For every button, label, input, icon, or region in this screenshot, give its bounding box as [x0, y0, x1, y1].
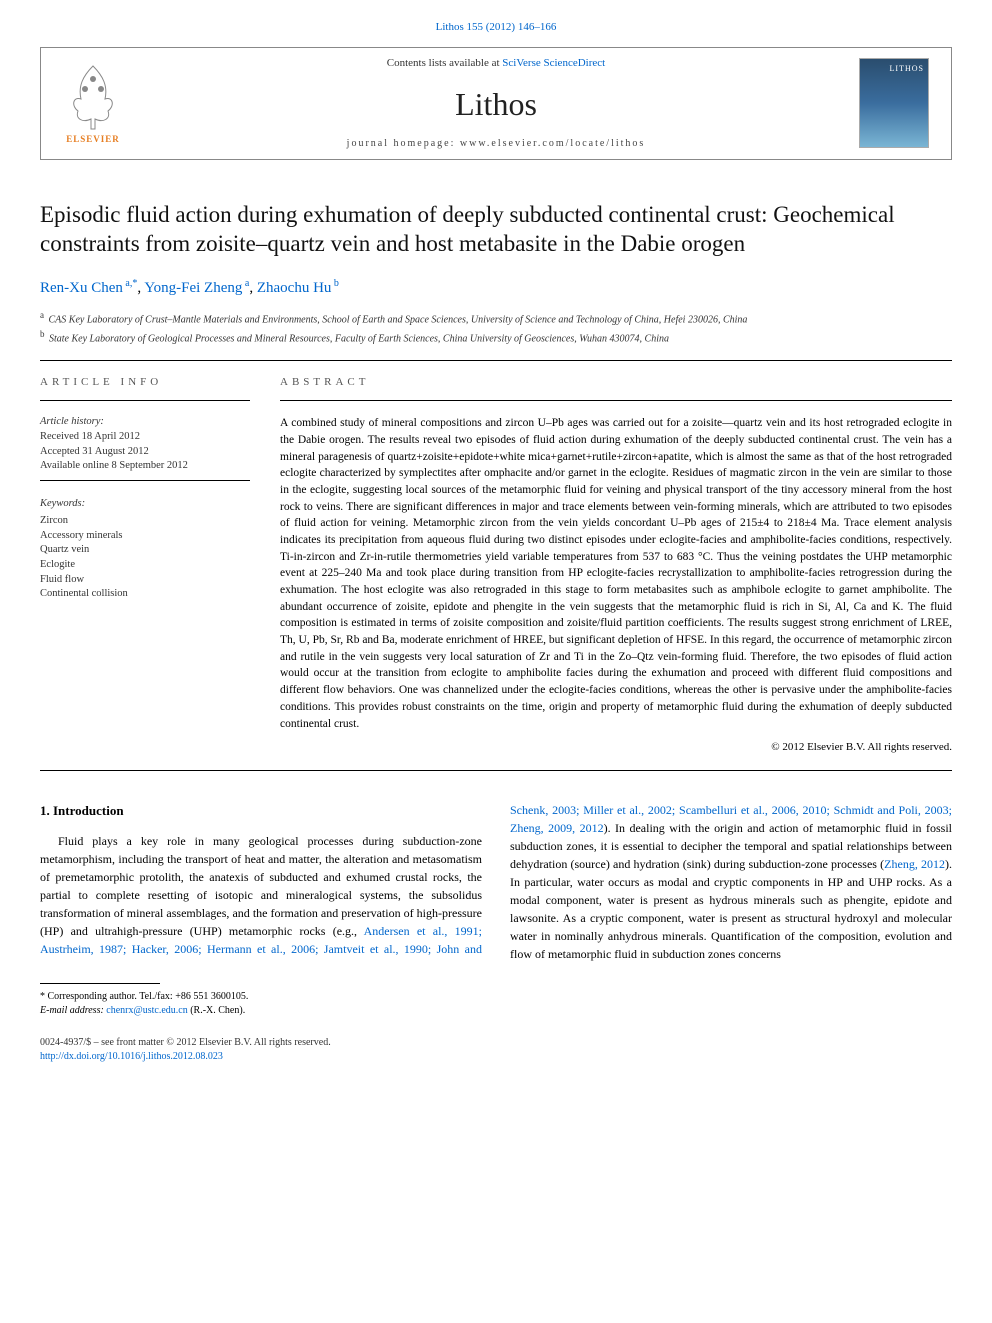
journal-name: Lithos	[133, 82, 859, 127]
history-item: Available online 8 September 2012	[40, 460, 188, 471]
cover-block: LITHOS	[859, 58, 939, 148]
keyword: Quartz vein	[40, 543, 250, 558]
header-center: Contents lists available at SciVerse Sci…	[133, 56, 859, 150]
body-columns: 1. Introduction Fluid plays a key role i…	[40, 801, 952, 963]
keyword: Zircon	[40, 514, 250, 529]
abstract-text: A combined study of mineral compositions…	[280, 415, 952, 732]
body-section: 1. Introduction Fluid plays a key role i…	[40, 801, 952, 963]
contents-line: Contents lists available at SciVerse Sci…	[133, 56, 859, 71]
authors-line: Ren-Xu Chen a,*, Yong-Fei Zheng a, Zhaoc…	[40, 277, 952, 299]
homepage-line: journal homepage: www.elsevier.com/locat…	[133, 137, 859, 151]
history-block: Article history: Received 18 April 2012 …	[40, 415, 250, 474]
keyword: Eclogite	[40, 558, 250, 573]
divider	[40, 480, 250, 481]
affiliations: a CAS Key Laboratory of Crust–Mantle Mat…	[40, 309, 952, 346]
issn-line: 0024-4937/$ – see front matter © 2012 El…	[40, 1036, 952, 1050]
history-item: Accepted 31 August 2012	[40, 446, 149, 457]
divider	[40, 360, 952, 361]
homepage-url: www.elsevier.com/locate/lithos	[460, 138, 645, 149]
footnotes: * Corresponding author. Tel./fax: +86 55…	[40, 990, 952, 1018]
homepage-prefix: journal homepage:	[347, 138, 460, 149]
journal-cover-thumb: LITHOS	[859, 58, 929, 148]
info-heading: ARTICLE INFO	[40, 375, 250, 390]
cover-label: LITHOS	[890, 63, 924, 74]
author-link[interactable]: Yong-Fei Zheng	[144, 280, 242, 296]
author-mark: a,*	[123, 278, 137, 289]
author-link[interactable]: Zhaochu Hu	[257, 280, 332, 296]
info-abstract-row: ARTICLE INFO Article history: Received 1…	[40, 375, 952, 756]
footer: 0024-4937/$ – see front matter © 2012 El…	[40, 1036, 952, 1064]
abstract-col: ABSTRACT A combined study of mineral com…	[280, 375, 952, 756]
article-info-col: ARTICLE INFO Article history: Received 1…	[40, 375, 250, 756]
corresponding-author: * Corresponding author. Tel./fax: +86 55…	[40, 990, 952, 1004]
citation-link[interactable]: Zheng, 2012	[884, 857, 945, 871]
email-link[interactable]: chenrx@ustc.edu.cn	[106, 1005, 187, 1016]
email-line: E-mail address: chenrx@ustc.edu.cn (R.-X…	[40, 1004, 952, 1018]
history-label: Article history:	[40, 416, 104, 427]
author-mark: a	[242, 278, 249, 289]
divider	[280, 400, 952, 401]
section-heading: 1. Introduction	[40, 801, 482, 821]
keywords-label: Keywords:	[40, 497, 250, 512]
keywords-block: Keywords: Zircon Accessory minerals Quar…	[40, 497, 250, 602]
elsevier-tree-icon	[63, 61, 123, 131]
article-title: Episodic fluid action during exhumation …	[40, 200, 952, 260]
journal-header: ELSEVIER Contents lists available at Sci…	[40, 47, 952, 159]
doi-link[interactable]: http://dx.doi.org/10.1016/j.lithos.2012.…	[40, 1051, 223, 1062]
publisher-label: ELSEVIER	[66, 133, 120, 146]
abstract-heading: ABSTRACT	[280, 375, 952, 390]
author-mark: b	[331, 278, 339, 289]
sciencedirect-link[interactable]: SciVerse ScienceDirect	[502, 57, 605, 69]
affiliation-item: b State Key Laboratory of Geological Pro…	[40, 328, 952, 346]
keyword: Accessory minerals	[40, 529, 250, 544]
author-link[interactable]: Ren-Xu Chen	[40, 280, 123, 296]
divider	[40, 770, 952, 771]
keyword: Fluid flow	[40, 573, 250, 588]
divider	[40, 400, 250, 401]
publisher-block: ELSEVIER	[53, 61, 133, 146]
affiliation-item: a CAS Key Laboratory of Crust–Mantle Mat…	[40, 309, 952, 327]
footnote-divider	[40, 983, 160, 984]
top-citation: Lithos 155 (2012) 146–166	[40, 20, 952, 35]
copyright-line: © 2012 Elsevier B.V. All rights reserved…	[280, 740, 952, 755]
keyword: Continental collision	[40, 587, 250, 602]
body-paragraph: Fluid plays a key role in many geologica…	[40, 801, 952, 963]
history-item: Received 18 April 2012	[40, 431, 140, 442]
contents-prefix: Contents lists available at	[387, 57, 502, 69]
